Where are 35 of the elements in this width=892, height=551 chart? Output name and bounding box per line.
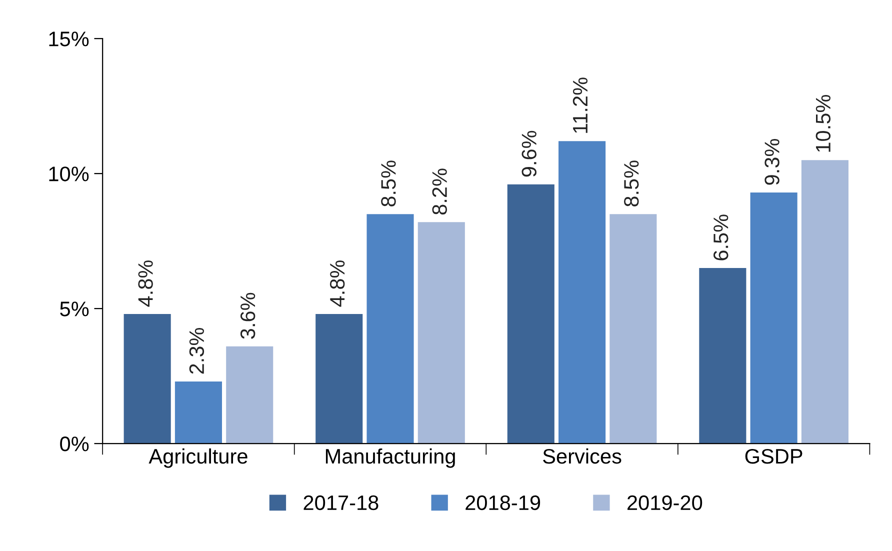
data-label: 8.5% xyxy=(624,160,639,206)
bar xyxy=(558,141,606,444)
data-label: 6.5% xyxy=(714,214,728,260)
bar xyxy=(226,346,274,444)
bar xyxy=(507,184,554,444)
legend-label: 2018-19 xyxy=(466,495,540,510)
bar xyxy=(801,160,848,444)
bar xyxy=(174,381,222,444)
data-label: 11.2% xyxy=(572,78,588,133)
x-tick-label: Manufacturing xyxy=(326,448,455,468)
x-tick-label: Agriculture xyxy=(148,448,248,468)
bar xyxy=(699,268,746,444)
data-label: 9.6% xyxy=(522,130,536,177)
data-label: 2.3% xyxy=(189,328,204,374)
x-tick-label: GSDP xyxy=(745,448,802,464)
data-label: 8.5% xyxy=(381,160,396,206)
bar xyxy=(124,314,171,444)
legend-label: 2019-20 xyxy=(627,495,702,510)
bar xyxy=(418,222,465,444)
bar xyxy=(610,214,657,444)
data-label: 4.8% xyxy=(138,260,153,307)
x-tick-label: Services xyxy=(543,448,622,464)
y-tick-label: 15% xyxy=(49,32,89,46)
bar xyxy=(750,192,798,444)
data-label: 9.3% xyxy=(764,138,780,185)
legend-label: 2017-18 xyxy=(304,495,378,510)
y-tick-label: 5% xyxy=(60,302,89,316)
data-label: 8.2% xyxy=(432,168,447,215)
bar xyxy=(316,314,363,444)
data-label: 3.6% xyxy=(240,292,256,339)
data-label: 4.8% xyxy=(330,260,345,307)
bar xyxy=(366,214,414,444)
y-tick-label: 0% xyxy=(60,436,89,452)
y-tick-label: 10% xyxy=(49,166,89,182)
data-label: 10.5% xyxy=(816,94,831,152)
